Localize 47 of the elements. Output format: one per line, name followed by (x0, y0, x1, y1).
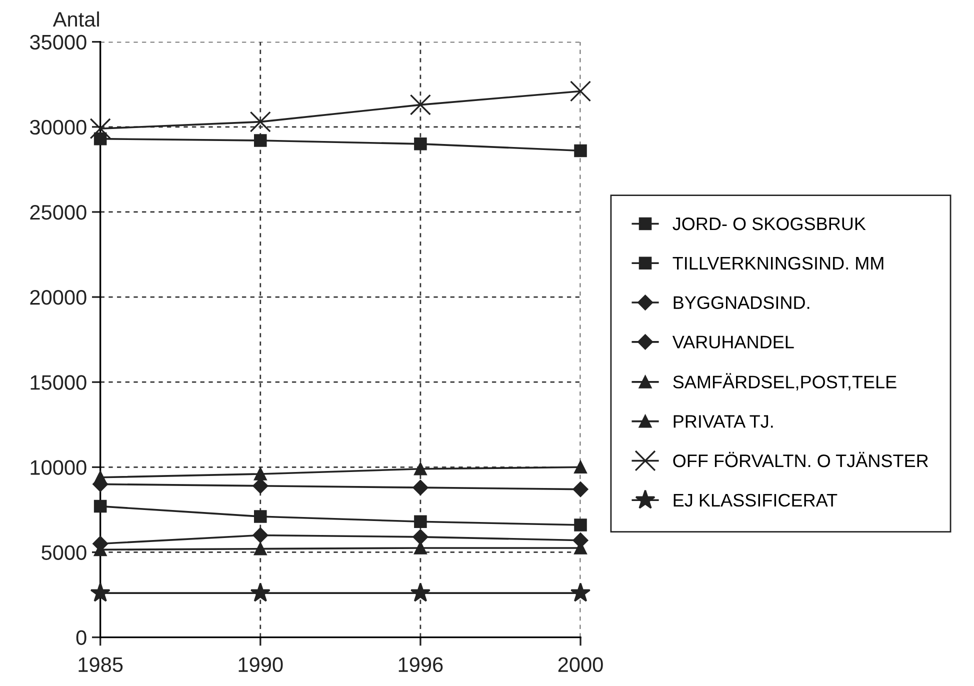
point (250, 111, 271, 132)
point (94, 132, 107, 146)
legend-label: SAMFÄRDSEL,POST,TELE (673, 373, 896, 391)
point (412, 480, 428, 496)
y-tick-label: 10000 (30, 460, 86, 475)
point (250, 582, 270, 602)
point (90, 118, 111, 140)
point (572, 482, 588, 497)
point (574, 144, 587, 158)
x-tick-label: 2000 (558, 657, 603, 672)
point (410, 94, 431, 116)
point (574, 460, 587, 474)
point (254, 510, 267, 523)
legend-label: EJ KLASSIFICERAT (674, 494, 838, 507)
point (570, 80, 592, 102)
legend-label: BYGGNADSIND. (674, 296, 810, 310)
y-tick-label: 5000 (42, 545, 86, 560)
point (414, 515, 427, 528)
point (412, 529, 428, 545)
x-tick-label: 1996 (398, 657, 443, 672)
legend-label: PRIVATA TJ. (674, 415, 773, 428)
point (90, 582, 110, 602)
point (574, 518, 587, 532)
legend-label: VARUHANDEL (672, 336, 794, 348)
point (410, 582, 431, 602)
point (254, 134, 267, 147)
point (570, 582, 591, 602)
y-tick-label: 25000 (30, 204, 86, 220)
y-tick-label: 0 (76, 630, 86, 646)
y-tick-label: 30000 (30, 120, 86, 135)
y-tick-label: 15000 (30, 375, 86, 390)
y-tick-label: 35000 (30, 34, 86, 50)
point (252, 478, 268, 494)
point (94, 500, 107, 513)
point (254, 542, 267, 556)
point (414, 462, 427, 476)
y-axis-title: Antal (52, 11, 99, 27)
legend-label: TILLVERKNINGSIND. MM (672, 256, 884, 270)
point (254, 468, 267, 480)
x-tick-label: 1985 (78, 657, 123, 672)
x-tick-label: 1990 (238, 657, 283, 672)
legend-label: OFF FÖRVALTN. O TJÄNSTER (673, 452, 928, 468)
point (252, 528, 268, 543)
y-tick-label: 20000 (30, 290, 86, 305)
point (94, 470, 107, 484)
legend-label: JORD- O SKOGSBRUK (672, 217, 866, 230)
point (414, 138, 427, 150)
